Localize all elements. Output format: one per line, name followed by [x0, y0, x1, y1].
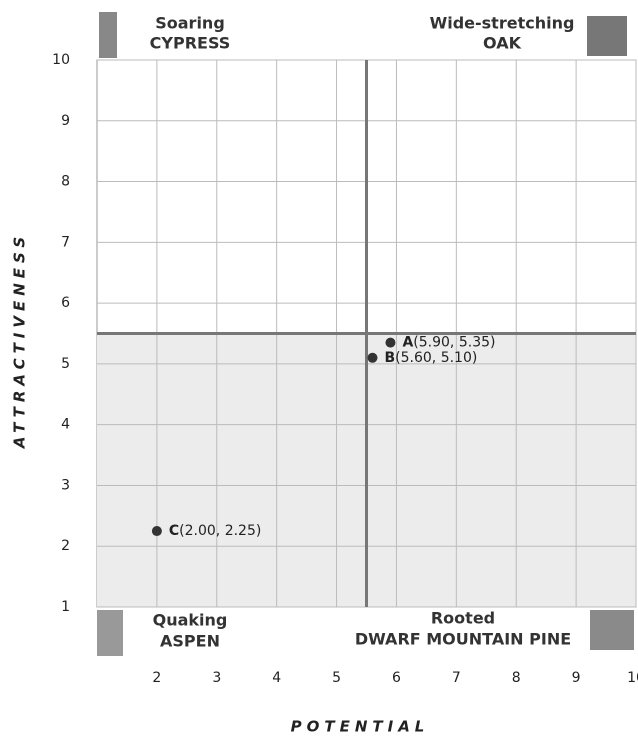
y-tick-label: 4 — [61, 417, 70, 433]
oak-icon — [587, 16, 627, 56]
y-tick-label: 3 — [61, 477, 70, 493]
point-name: A — [402, 335, 413, 351]
y-tick-label: 9 — [61, 113, 70, 129]
x-axis-label: POTENTIAL — [291, 718, 430, 736]
x-tick-label: 7 — [452, 670, 461, 686]
y-tick-label: 1 — [61, 599, 70, 615]
y-axis-label: ATTRACTIVENESS — [11, 232, 29, 449]
point-name: B — [384, 350, 395, 366]
x-tick-label: 8 — [512, 670, 521, 686]
plot-area: 234567891012345678910A(5.90, 5.35)B(5.60… — [52, 52, 638, 686]
quadrant-label: Wide-stretching — [430, 14, 575, 33]
quadrant-label: Soaring — [155, 14, 225, 33]
point — [151, 526, 162, 537]
point — [367, 352, 378, 363]
pine-icon — [590, 610, 634, 650]
y-tick-label: 2 — [61, 538, 70, 554]
point — [385, 337, 396, 348]
quadrant-label: DWARF MOUNTAIN PINE — [355, 630, 571, 649]
x-tick-label: 5 — [332, 670, 341, 686]
value-label: (2.00, 2.25) — [179, 523, 261, 539]
point-label: C(2.00, 2.25) — [169, 523, 261, 539]
x-tick-label: 3 — [212, 670, 221, 686]
overlay: Soaring CYPRESS Wide-stretching OAK Quak… — [11, 12, 634, 736]
quadrant-label: CYPRESS — [150, 34, 231, 53]
y-tick-label: 6 — [61, 295, 70, 311]
value-label: (5.60, 5.10) — [395, 350, 477, 366]
x-tick-label: 4 — [272, 670, 281, 686]
value-label: (5.90, 5.35) — [413, 335, 495, 351]
point-name: C — [169, 523, 179, 539]
label-box — [405, 12, 585, 56]
y-tick-label: 7 — [61, 234, 70, 250]
quadrant-label: Rooted — [431, 609, 495, 628]
label-box — [340, 609, 590, 655]
x-tick-label: 2 — [152, 670, 161, 686]
y-tick-label: 5 — [61, 356, 70, 372]
cypress-icon — [99, 12, 117, 58]
quadrant-label: OAK — [483, 34, 522, 53]
label-box — [117, 12, 267, 56]
x-tick-label: 10 — [627, 670, 638, 686]
x-tick-label: 9 — [572, 670, 581, 686]
aspen-icon — [97, 610, 123, 656]
y-tick-label: 10 — [52, 52, 70, 68]
point-label: B(5.60, 5.10) — [384, 350, 477, 366]
y-tick-label: 8 — [61, 174, 70, 190]
quadrant-label: Quaking — [153, 611, 228, 630]
quadrant-label: ASPEN — [160, 632, 220, 651]
label-box — [117, 609, 277, 655]
x-tick-label: 6 — [392, 670, 401, 686]
point-label: A(5.90, 5.35) — [402, 335, 495, 351]
